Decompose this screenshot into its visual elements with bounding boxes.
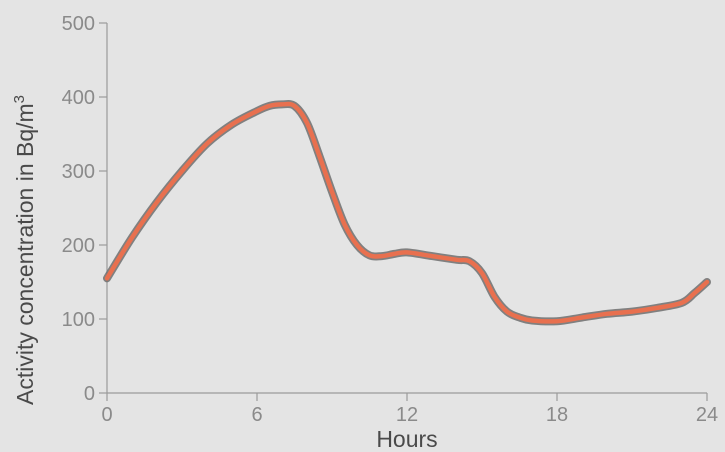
y-axis: 0 100 200 300 400 500: [62, 13, 108, 405]
y-axis-title-superscript: 3: [11, 95, 28, 103]
x-tick-label: 18: [546, 404, 568, 426]
y-tick-label: 400: [62, 87, 95, 109]
y-axis-title: Activity concentration in Bq/m3: [11, 95, 38, 405]
y-axis-title-main: Activity concentration in Bq/m: [12, 103, 38, 405]
y-tick-label: 100: [62, 309, 95, 331]
x-tick-label: 6: [251, 404, 262, 426]
series-line: [104, 101, 710, 324]
x-axis-title: Hours: [376, 426, 437, 452]
series-line-outline: [103, 99, 711, 326]
y-tick-label: 200: [62, 235, 95, 257]
x-tick-label: 12: [396, 404, 418, 426]
y-tick-label: 300: [62, 161, 95, 183]
plot-area: [103, 99, 711, 326]
y-tick-label: 500: [62, 13, 95, 35]
x-axis: 0 6 12 18 24: [101, 392, 718, 426]
x-tick-label: 24: [696, 404, 718, 426]
x-tick-label: 0: [101, 404, 112, 426]
y-tick-label: 0: [84, 383, 95, 405]
